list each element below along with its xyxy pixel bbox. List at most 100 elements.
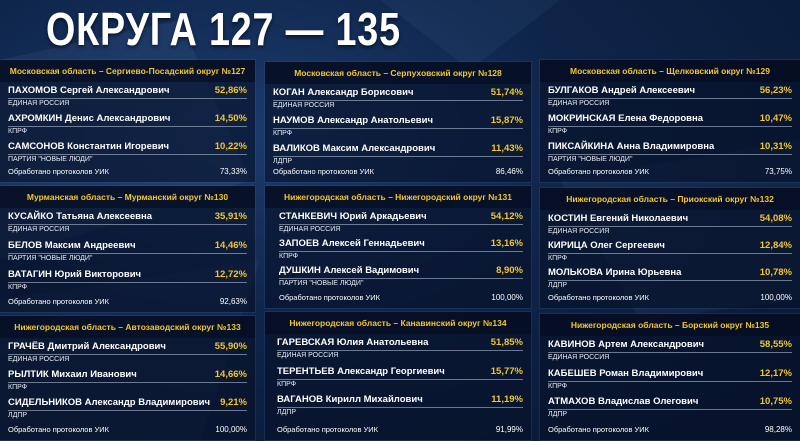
candidate-row: ПАХОМОВ Сергей Александрович 52,86% <box>8 82 247 99</box>
protocols-processed: Обработано протоколов УИК 91,99% <box>277 422 523 434</box>
district-card-128: Московская область – Серпуховский округ … <box>265 62 531 182</box>
candidate-name: КИРИЦА Олег Сергеевич <box>548 240 665 251</box>
candidate-party: ЛДПР <box>273 158 293 165</box>
candidate-percent: 10,78% <box>759 267 792 278</box>
candidate-row: КУСАЙКО Татьяна Алексеевна 35,91% <box>8 208 247 225</box>
candidate-percent: 11,19% <box>491 394 523 405</box>
candidate-row: РЫЛТИК Михаил Иванович 14,66% <box>8 366 247 383</box>
candidate-percent: 10,22% <box>214 141 247 152</box>
candidate-row: САМСОНОВ Константин Игоревич 10,22% <box>8 138 247 155</box>
candidate-party: КПРФ <box>8 384 28 391</box>
candidate-party: ЕДИНАЯ РОССИЯ <box>8 356 70 363</box>
candidate-party: ПАРТИЯ "НОВЫЕ ЛЮДИ" <box>8 156 93 163</box>
candidate-row: ТЕРЕНТЬЕВ Александр Георгиевич 15,77% <box>277 363 523 380</box>
district-card-130: Мурманская область – Мурманский округ №1… <box>0 186 255 312</box>
candidate-name: КАВИНОВ Артем Александрович <box>548 339 705 350</box>
candidate-party: ЕДИНАЯ РОССИЯ <box>8 100 70 107</box>
candidate-row: НАУМОВ Александр Анатольевич 15,87% <box>273 112 523 129</box>
protocols-label: Обработано протоколов УИК <box>548 425 650 434</box>
district-header: Московская область – Сергиево-Посадский … <box>0 60 255 82</box>
district-header: Нижегородская область – Нижегородский ок… <box>265 186 531 208</box>
candidate-percent: 51,85% <box>490 337 523 348</box>
protocols-label: Обработано протоколов УИК <box>273 167 375 176</box>
candidate-name: ПАХОМОВ Сергей Александрович <box>8 85 170 96</box>
protocols-processed: Обработано протоколов УИК 100,00% <box>8 422 247 434</box>
protocols-label: Обработано протоколов УИК <box>548 293 650 302</box>
candidate-name: БЕЛОВ Максим Андреевич <box>8 240 136 251</box>
candidate-party: ЕДИНАЯ РОССИЯ <box>273 102 335 109</box>
candidate-percent: 8,90% <box>496 265 523 276</box>
district-card-127: Московская область – Сергиево-Посадский … <box>0 60 255 182</box>
district-header: Мурманская область – Мурманский округ №1… <box>0 186 255 208</box>
candidate-percent: 12,17% <box>759 368 792 379</box>
district-header: Нижегородская область – Автозаводский ок… <box>0 316 255 338</box>
candidate-party: ЕДИНАЯ РОССИЯ <box>548 228 610 235</box>
candidate-row: МОЛЬКОВА Ирина Юрьевна 10,78% <box>548 264 792 281</box>
candidate-row: ВАГАНОВ Кирилл Михайлович 11,19% <box>277 391 523 408</box>
candidate-percent: 10,47% <box>759 113 792 124</box>
candidate-percent: 14,46% <box>214 240 247 251</box>
candidate-row: ЗАПОЕВ Алексей Геннадьевич 13,16% <box>279 235 523 252</box>
candidate-row: КОСТИН Евгений Николаевич 54,08% <box>548 210 792 227</box>
candidate-name: ВАГАНОВ Кирилл Михайлович <box>277 394 423 405</box>
protocols-value: 100,00% <box>215 425 247 434</box>
candidate-party: ПАРТИЯ "НОВЫЕ ЛЮДИ" <box>279 280 364 287</box>
candidate-percent: 54,12% <box>490 211 523 222</box>
district-header: Нижегородская область – Борский округ №1… <box>540 314 800 336</box>
candidate-percent: 55,90% <box>214 341 247 352</box>
candidate-party: КПРФ <box>8 128 28 135</box>
candidate-name: ГРАЧЁВ Дмитрий Александрович <box>8 341 166 352</box>
protocols-value: 91,99% <box>495 425 523 434</box>
protocols-label: Обработано протоколов УИК <box>279 293 381 302</box>
candidate-name: ТЕРЕНТЬЕВ Александр Георгиевич <box>277 366 445 377</box>
protocols-value: 86,46% <box>495 167 523 176</box>
candidate-percent: 10,31% <box>759 141 792 152</box>
candidate-percent: 51,74% <box>490 87 523 98</box>
candidate-name: КОСТИН Евгений Николаевич <box>548 213 689 224</box>
candidate-party: КПРФ <box>277 381 297 388</box>
candidate-percent: 58,55% <box>759 339 792 350</box>
candidate-name: КОГАН Александр Борисович <box>273 87 414 98</box>
district-header: Нижегородская область – Приокский округ … <box>540 188 800 210</box>
candidate-row: КОГАН Александр Борисович 51,74% <box>273 84 523 101</box>
candidate-name: СТАНКЕВИЧ Юрий Аркадьевич <box>279 211 427 222</box>
candidate-name: МОЛЬКОВА Ирина Юрьевна <box>548 267 682 278</box>
candidate-party: ЛДПР <box>548 411 568 418</box>
candidate-party: ЕДИНАЯ РОССИЯ <box>548 354 610 361</box>
candidate-percent: 12,72% <box>214 269 247 280</box>
protocols-processed: Обработано протоколов УИК 73,75% <box>548 164 792 176</box>
candidate-row: АТМАХОВ Владислав Олегович 10,75% <box>548 393 792 410</box>
candidate-party: ЕДИНАЯ РОССИЯ <box>277 352 339 359</box>
district-card-129: Московская область – Щелковский округ №1… <box>540 60 800 182</box>
candidate-percent: 35,91% <box>214 211 247 222</box>
district-header: Московская область – Серпуховский округ … <box>265 62 531 84</box>
protocols-label: Обработано протоколов УИК <box>8 297 110 306</box>
candidate-percent: 12,84% <box>759 240 792 251</box>
candidate-name: АТМАХОВ Владислав Олегович <box>548 396 699 407</box>
candidate-row: ГРАЧЁВ Дмитрий Александрович 55,90% <box>8 338 247 355</box>
candidate-party: ПАРТИЯ "НОВЫЕ ЛЮДИ" <box>8 255 93 262</box>
candidate-percent: 56,23% <box>759 85 792 96</box>
protocols-value: 92,63% <box>219 297 247 306</box>
candidate-name: САМСОНОВ Константин Игоревич <box>8 141 170 152</box>
candidate-row: МОКРИНСКАЯ Елена Федоровна 10,47% <box>548 110 792 127</box>
protocols-processed: Обработано протоколов УИК 100,00% <box>279 290 523 302</box>
candidate-party: КПРФ <box>548 383 568 390</box>
candidate-name: МОКРИНСКАЯ Елена Федоровна <box>548 113 703 124</box>
candidate-name: ПИКСАЙКИНА Анна Владимировна <box>548 141 715 152</box>
candidate-row: КАБЕШЕВ Роман Владимирович 12,17% <box>548 365 792 382</box>
protocols-value: 100,00% <box>760 293 792 302</box>
candidate-name: РЫЛТИК Михаил Иванович <box>8 369 137 380</box>
candidate-party: КПРФ <box>548 255 568 262</box>
protocols-label: Обработано протоколов УИК <box>548 167 650 176</box>
candidate-row: СТАНКЕВИЧ Юрий Аркадьевич 54,12% <box>279 208 523 225</box>
candidate-name: НАУМОВ Александр Анатольевич <box>273 115 433 126</box>
candidate-row: ПИКСАЙКИНА Анна Владимировна 10,31% <box>548 138 792 155</box>
candidate-row: ВАЛИКОВ Максим Александрович 11,43% <box>273 140 523 157</box>
candidate-party: ЛДПР <box>277 409 297 416</box>
candidate-row: ГАРЕВСКАЯ Юлия Анатольевна 51,85% <box>277 334 523 351</box>
candidate-name: КАБЕШЕВ Роман Владимирович <box>548 368 704 379</box>
candidate-party: ПАРТИЯ "НОВЫЕ ЛЮДИ" <box>548 156 633 163</box>
candidate-row: ВАТАГИН Юрий Викторович 12,72% <box>8 266 247 283</box>
candidate-percent: 14,66% <box>214 369 247 380</box>
